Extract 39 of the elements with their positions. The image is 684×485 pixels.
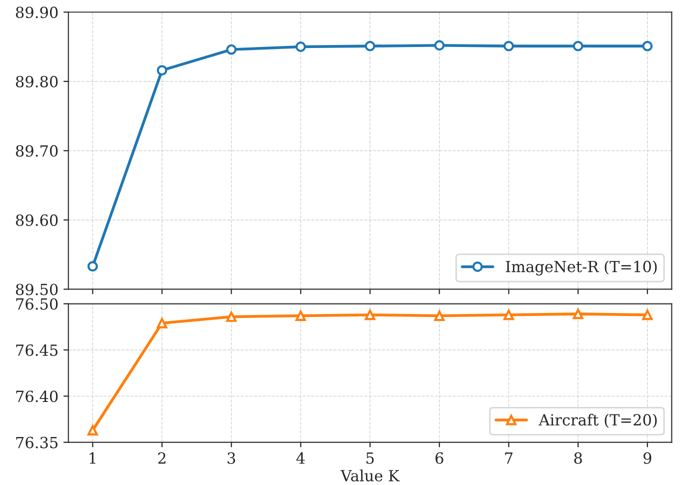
point [87,261,98,272]
point [572,308,584,320]
legend-label: ImageNet-R (T=10) [506,260,657,276]
y-tick-label: 89.60 [16,214,58,226]
point [642,310,653,320]
point [156,318,168,328]
point [504,40,514,52]
point [295,42,306,52]
point [572,40,584,52]
x-tick-label: 3 [228,452,236,464]
x-tick-label: 9 [644,452,652,464]
y-tick-label: 89.50 [16,284,58,296]
point [364,310,376,320]
point [504,310,514,320]
legend-label: Aircraft (T=20) [538,414,657,428]
x-tick-label: 4 [296,452,305,464]
y-tick-label: 76.40 [16,390,58,402]
point [87,425,98,436]
x-tick-label: 5 [366,452,374,464]
x-tick-label: 8 [574,452,582,464]
y-tick-label: 89.90 [16,6,58,18]
point [434,310,445,321]
x-tick-label: 2 [158,452,166,464]
point [295,310,306,321]
x-tick-label: 1 [90,452,96,464]
point [156,65,168,76]
y-tick-label: 89.80 [16,76,58,88]
point [434,40,445,51]
y-tick-label: 76.35 [16,436,58,448]
x-axis-title: Value K [340,470,400,482]
y-tick-label: 89.70 [16,145,58,157]
point [226,311,237,322]
x-tick-label: 6 [436,452,444,464]
y-tick-label: 76.50 [16,298,58,310]
y-tick-label: 76.45 [16,344,58,356]
point [364,40,376,52]
point [642,40,653,52]
point [226,44,237,55]
x-tick-label: 7 [505,452,512,464]
